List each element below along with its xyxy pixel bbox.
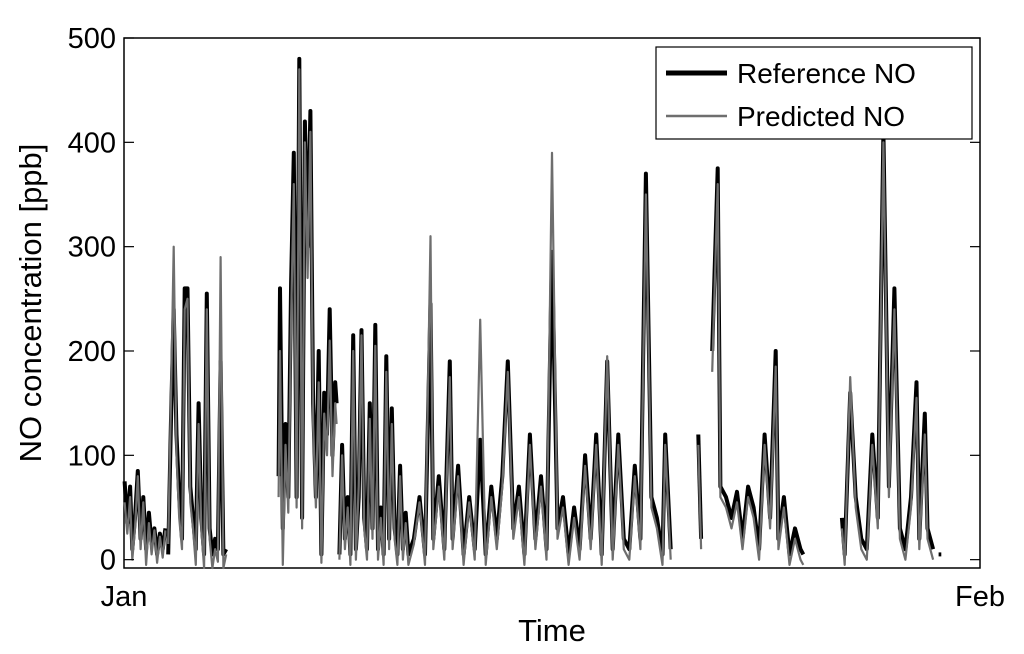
legend-box	[655, 46, 973, 140]
y-tick-label-300: 300	[68, 232, 116, 264]
series-line-segment	[123, 475, 167, 567]
legend-label-predicted: Predicted NO	[737, 101, 905, 132]
series-predicted-no	[123, 68, 935, 570]
x-tick-label-feb: Feb	[955, 581, 1005, 613]
y-tick-label-200: 200	[68, 336, 116, 368]
x-tick-label-jan: Jan	[101, 581, 148, 613]
y-tick-label-500: 500	[68, 23, 116, 55]
y-tick-label-400: 400	[68, 127, 116, 159]
series-line-segment	[338, 151, 672, 567]
legend: Reference NO Predicted NO	[655, 46, 973, 140]
x-axis-title: Time	[518, 613, 586, 648]
legend-label-reference: Reference NO	[737, 58, 916, 89]
series-line-segment	[840, 141, 935, 567]
series-line-segment	[711, 183, 805, 567]
series-line-segment	[277, 68, 338, 567]
y-tick-label-0: 0	[100, 545, 116, 577]
series-line-segment	[167, 245, 228, 570]
series-layer	[122, 56, 942, 570]
y-axis-title: NO concentration [ppb]	[13, 144, 48, 463]
y-tick-label-100: 100	[68, 440, 116, 472]
series-line-segment	[697, 444, 703, 550]
axis-layer: 0 100 200 300 400 500 Jan Feb	[68, 23, 1005, 613]
